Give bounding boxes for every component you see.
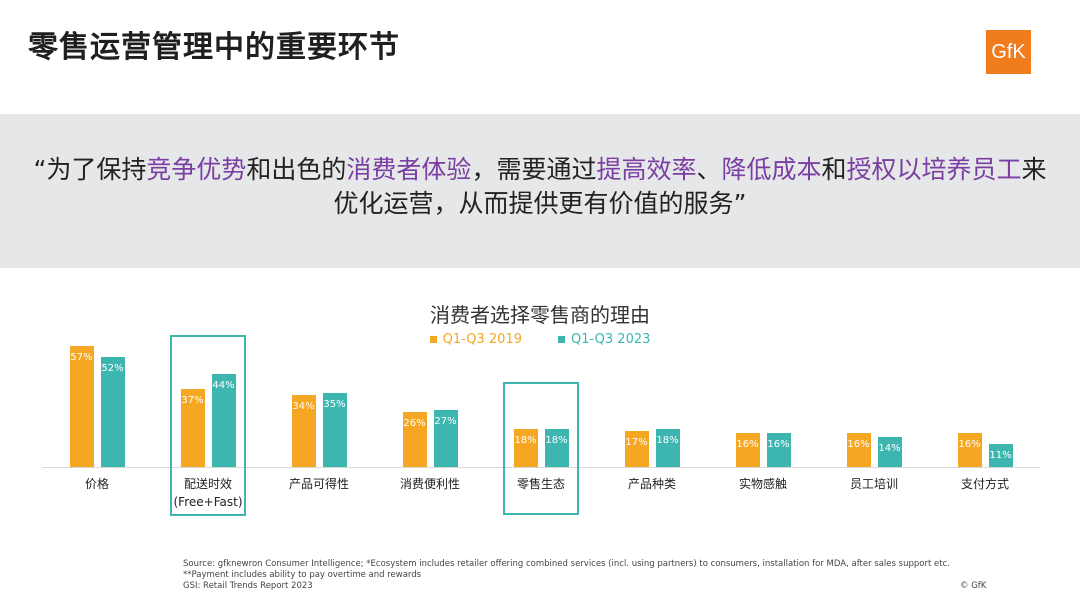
quote-segment: 和 <box>821 155 847 184</box>
legend-item-1: Q1-Q3 2023 <box>558 332 650 347</box>
category-label: 员工培训 <box>819 475 929 493</box>
legend-swatch <box>429 336 437 343</box>
quote-highlight: 授权以培养员工 <box>846 155 1022 184</box>
category-label-line: 产品可得性 <box>288 477 349 491</box>
bar-0-0 <box>69 346 94 467</box>
bar-5-1 <box>655 428 680 467</box>
category-label-line: 员工培训 <box>849 477 898 491</box>
bar-value-label: 16% <box>736 439 759 451</box>
bar-value-label: 26% <box>403 417 426 429</box>
quote-text: “为了保持竞争优势和出色的消费者体验，需要通过提高效率、降低成本和授权以培养员工… <box>30 153 1050 221</box>
legend-swatch <box>558 336 565 343</box>
bar-8-1 <box>988 443 1013 467</box>
bar-value-label: 18% <box>514 434 537 446</box>
bar-value-label: 17% <box>625 437 648 449</box>
bar-2-0 <box>291 395 316 467</box>
category-label: 产品种类 <box>597 475 707 493</box>
bar-4-0 <box>513 428 538 467</box>
category-label-line: 支付方式 <box>960 477 1009 491</box>
copyright: © GfK <box>960 581 987 591</box>
bar-3-1 <box>433 409 458 467</box>
bar-value-label: 35% <box>323 398 346 410</box>
bar-value-label: 27% <box>434 415 457 427</box>
gfk-logo: GfK <box>986 30 1031 74</box>
chart-legend: Q1-Q3 2019 Q1-Q3 2023 <box>0 332 1080 347</box>
quote-segment: 和出色的 <box>246 155 347 184</box>
source-note: Source: gfknewron Consumer Intelligence;… <box>183 559 953 592</box>
source-line-1: Source: gfknewron Consumer Intelligence;… <box>183 559 950 580</box>
category-label: 消费便利性 <box>375 475 485 493</box>
bar-value-label: 16% <box>958 439 981 451</box>
bar-6-1 <box>766 433 791 467</box>
bar-value-label: 11% <box>989 449 1012 461</box>
quote-band <box>0 114 1080 268</box>
bar-1-1 <box>211 373 236 467</box>
bar-value-label: 52% <box>101 362 124 374</box>
bar-4-1 <box>544 428 569 467</box>
quote-segment: 、 <box>696 155 722 184</box>
bar-7-1 <box>877 437 902 467</box>
highlight-box <box>170 335 246 516</box>
legend-item-0: Q1-Q3 2019 <box>429 332 522 347</box>
legend-label: Q1-Q3 2019 <box>442 332 522 347</box>
category-label: 产品可得性 <box>264 475 374 493</box>
bar-value-label: 16% <box>767 439 790 451</box>
x-axis-line <box>42 467 1040 468</box>
bar-1-0 <box>180 388 205 467</box>
category-label-line: (Free+Fast) <box>173 495 243 509</box>
category-label: 配送时效 (Free+Fast) <box>153 475 263 511</box>
bar-5-0 <box>624 431 649 467</box>
category-label: 实物感触 <box>708 475 818 493</box>
bar-value-label: 34% <box>292 401 315 413</box>
quote-highlight: 竞争优势 <box>146 155 247 184</box>
bar-value-label: 14% <box>878 443 901 455</box>
category-label: 零售生态 <box>486 475 596 493</box>
bar-value-label: 18% <box>545 434 568 446</box>
highlight-box <box>503 382 579 515</box>
bar-value-label: 16% <box>847 439 870 451</box>
quote-highlight: 降低成本 <box>721 155 822 184</box>
category-label-line: 配送时效 <box>183 477 232 491</box>
bar-6-0 <box>735 433 760 467</box>
page-title: 零售运营管理中的重要环节 <box>28 30 400 65</box>
quote-highlight: 消费者体验 <box>346 155 472 184</box>
category-label-line: 零售生态 <box>516 477 565 491</box>
source-line-2: GSI: Retail Trends Report 2023 <box>183 581 313 591</box>
bar-0-1 <box>100 356 125 467</box>
bar-2-1 <box>322 392 347 467</box>
quote-highlight: 提高效率 <box>596 155 697 184</box>
category-label: 价格 <box>42 475 152 493</box>
category-label-line: 实物感触 <box>738 477 787 491</box>
bar-value-label: 57% <box>70 352 93 364</box>
quote-segment: “为了保持 <box>33 155 147 184</box>
quote-segment: 来优化运营，从而提供更有价值的服务” <box>333 155 1047 218</box>
bar-value-label: 37% <box>181 394 204 406</box>
bar-3-0 <box>402 411 427 467</box>
bar-8-0 <box>957 433 982 467</box>
quote-segment: ，需要通过 <box>471 155 597 184</box>
chart-title: 消费者选择零售商的理由 <box>430 303 650 327</box>
category-label-line: 价格 <box>84 477 109 491</box>
category-label: 支付方式 <box>930 475 1040 493</box>
legend-label: Q1-Q3 2023 <box>571 332 651 347</box>
bar-value-label: 18% <box>656 434 679 446</box>
bar-value-label: 44% <box>212 379 235 391</box>
bar-7-0 <box>846 433 871 467</box>
category-label-line: 消费便利性 <box>399 477 460 491</box>
category-label-line: 产品种类 <box>627 477 676 491</box>
